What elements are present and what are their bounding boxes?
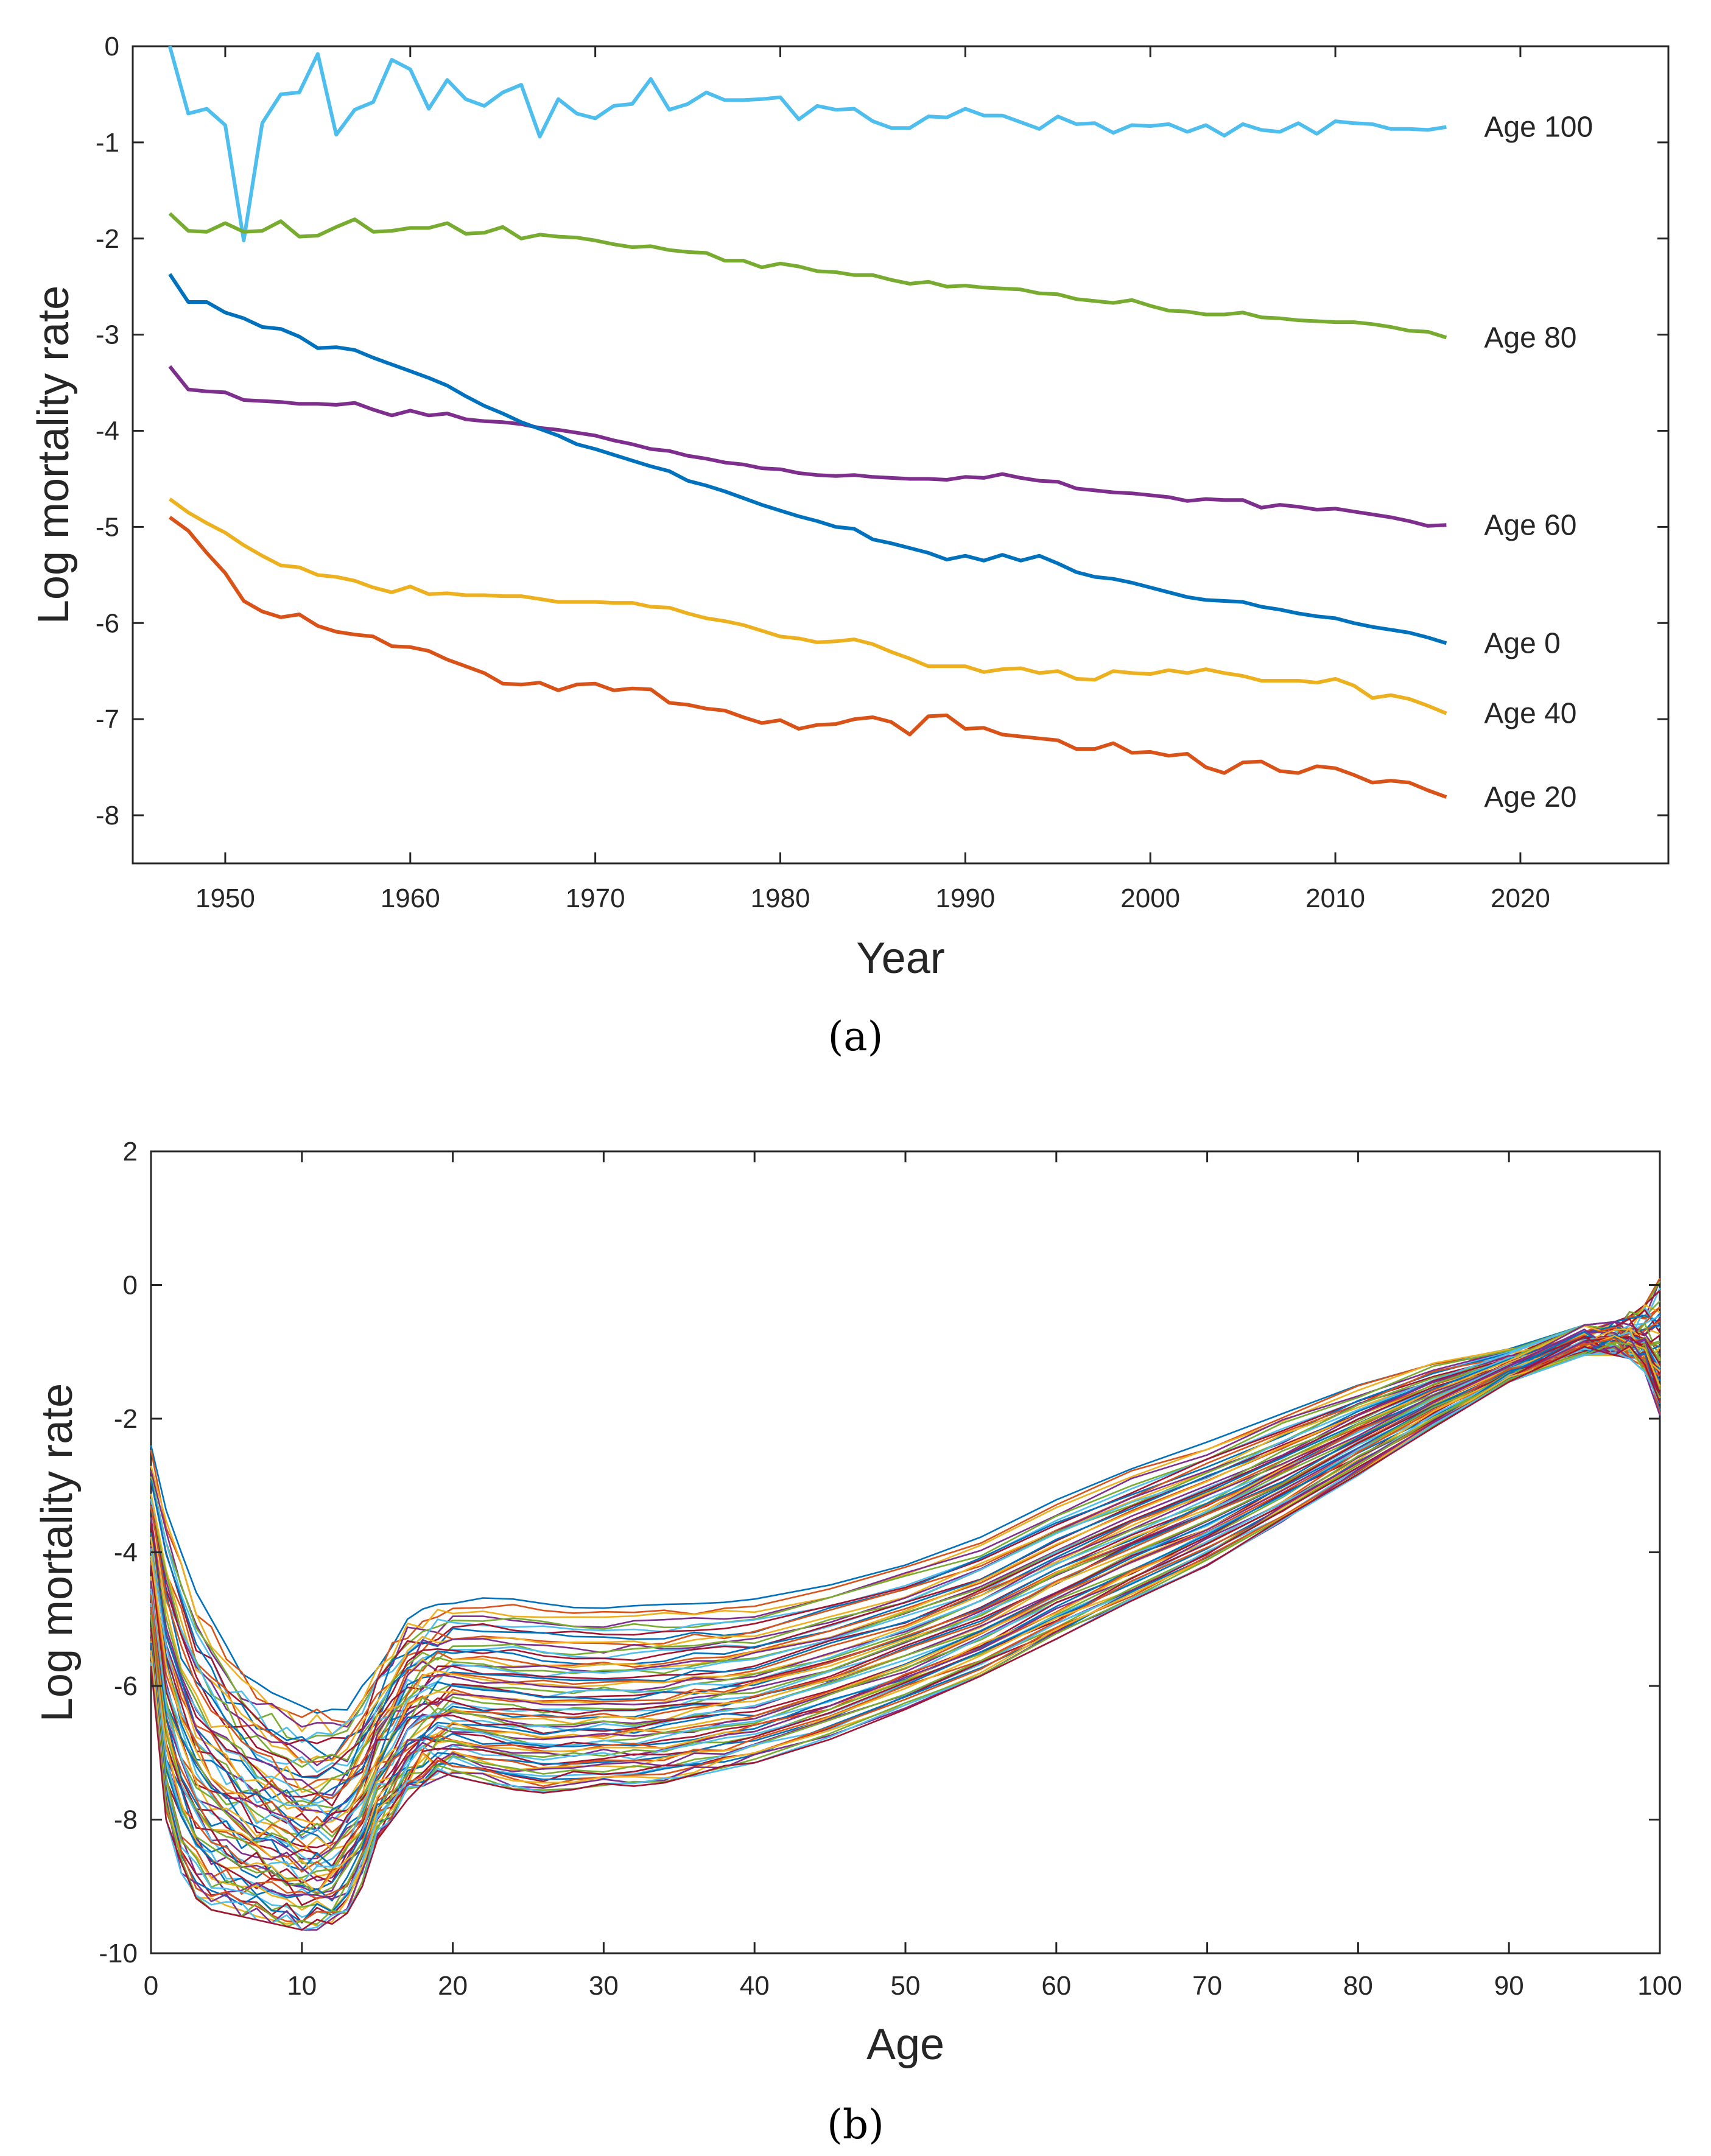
panel-b-x-tick-label: 30 [589, 1971, 619, 2001]
panel-b-y-tick-label: 2 [123, 1137, 138, 1167]
panel-b-x-tick-label: 10 [287, 1971, 317, 2001]
panel-a-x-tick-label: 1990 [935, 883, 995, 913]
year-curve [150, 1332, 1661, 1831]
panel-b-x-tick-label: 70 [1192, 1971, 1222, 2001]
panel-b-x-tick-label: 90 [1494, 1971, 1524, 2001]
year-curve [150, 1337, 1661, 1900]
year-curve [150, 1304, 1660, 1764]
year-curve [150, 1287, 1661, 1743]
panel-a-x-tick-label: 1960 [381, 883, 440, 913]
panel-b-y-axis-label: Log mortality rate [33, 1383, 82, 1722]
panel-a-y-tick-label: 0 [105, 32, 119, 61]
year-curve [150, 1343, 1661, 1895]
series-label-age-100: Age 100 [1484, 111, 1593, 144]
year-curve [150, 1318, 1660, 1807]
panel-b-chart: 20-2-4-6-8-10 0 10 20 30 40 50 60 70 80 90 100 Age… [33, 1137, 1682, 2148]
series-line-age-80 [168, 212, 1447, 340]
panel-b-series-lines [150, 1277, 1661, 1931]
panel-a-x-axis-label: Year [856, 934, 944, 983]
year-curve [150, 1307, 1661, 1773]
year-curve [150, 1300, 1660, 1768]
panel-b-x-axis-label: Age [866, 2020, 944, 2069]
panel-a-y-tick-label: -2 [96, 224, 119, 254]
panel-a-x-tick-label: 1970 [566, 883, 625, 913]
panel-a-series-lines [167, 46, 1447, 799]
series-label-age-40: Age 40 [1484, 698, 1576, 730]
panel-a-y-tick-label: -3 [96, 320, 119, 350]
panel-a-plot-frame [132, 45, 1670, 865]
panel-b-caption: (b) [827, 2101, 884, 2148]
panel-a-y-tick-label: -6 [96, 608, 119, 638]
series-line-age-0 [168, 273, 1447, 645]
panel-a-y-ticks: 0 -1 -2 -3 -4 -5 -6 -7 -8 [96, 32, 1668, 830]
panel-a-y-tick-label: -4 [96, 416, 119, 446]
series-label-age-80: Age 80 [1484, 321, 1576, 354]
panel-b-x-ticks: 0 10 20 30 40 50 60 70 80 90 100 [144, 1151, 1682, 2001]
series-label-age-20: Age 20 [1484, 781, 1576, 813]
year-curve [150, 1280, 1661, 1742]
panel-b-y-tick-label: -8 [114, 1805, 138, 1835]
panel-b-x-tick-label: 60 [1041, 1971, 1071, 2001]
panel-a-x-tick-label: 2000 [1120, 883, 1180, 913]
series-label-age-0: Age 0 [1484, 627, 1560, 659]
panel-a-x-ticks: 1950 1960 1970 1980 1990 2000 2010 2020 [195, 46, 1550, 913]
panel-b-x-tick-label: 40 [740, 1971, 770, 2001]
panel-b-x-tick-label: 80 [1343, 1971, 1373, 2001]
year-curve [150, 1338, 1661, 1882]
panel-b-x-tick-label: 50 [891, 1971, 921, 2001]
year-curve [150, 1289, 1660, 1735]
panel-b-y-ticks: 2 0 -2 -4 -6 -8 -10 [99, 1137, 1660, 1968]
panel-a-y-tick-label: -5 [96, 512, 119, 542]
panel-b-x-tick-label: 20 [438, 1971, 468, 2001]
panel-a-series-labels: Age 100 Age 80 Age 60 Age 0 Age 40 Age 20 [1484, 111, 1593, 813]
panel-b-y-tick-label: -4 [114, 1538, 138, 1568]
year-curve [150, 1332, 1661, 1849]
series-line-age-20 [169, 516, 1447, 799]
year-curve [150, 1335, 1661, 1924]
year-curve [150, 1324, 1660, 1796]
panel-b-y-tick-label: -2 [114, 1404, 138, 1434]
panel-a-x-tick-label: 2020 [1491, 883, 1550, 913]
year-curve [150, 1335, 1660, 1894]
series-line-age-60 [168, 365, 1447, 528]
year-curve [150, 1338, 1661, 1867]
panel-b-plot-frame [150, 1150, 1661, 1954]
year-curve [150, 1277, 1661, 1714]
year-curve [150, 1347, 1661, 1918]
panel-a-y-tick-label: -1 [96, 128, 119, 158]
year-curve [150, 1345, 1661, 1931]
series-line-age-40 [169, 497, 1447, 715]
panel-a-y-tick-label: -8 [96, 801, 119, 830]
year-curve [150, 1330, 1660, 1839]
panel-b-y-tick-label: 0 [123, 1271, 138, 1301]
panel-b-x-tick-label: 0 [144, 1971, 158, 2001]
panel-a-x-tick-label: 1950 [195, 883, 255, 913]
panel-a-y-tick-label: -7 [96, 704, 119, 734]
year-curve [150, 1321, 1661, 1816]
panel-b-y-tick-label: -10 [99, 1939, 138, 1968]
panel-b-x-tick-label: 100 [1637, 1971, 1682, 2001]
series-label-age-60: Age 60 [1484, 509, 1576, 541]
series-line-age-100 [167, 46, 1447, 242]
year-curve [150, 1277, 1661, 1724]
panel-a-chart: 0 -1 -2 -3 -4 -5 -6 -7 -8 1950 1960 1970 1980 1990 20… [29, 32, 1670, 1060]
year-curve [150, 1332, 1660, 1884]
panel-a-caption: (a) [828, 1013, 884, 1060]
panel-a-x-tick-label: 1980 [751, 883, 810, 913]
panel-a-y-axis-label: Log mortality rate [29, 286, 78, 624]
year-curve [150, 1335, 1661, 1912]
panel-b-y-tick-label: -6 [114, 1671, 138, 1701]
year-curve [150, 1280, 1661, 1728]
year-curve [150, 1334, 1661, 1871]
panel-a-x-tick-label: 2010 [1305, 883, 1365, 913]
